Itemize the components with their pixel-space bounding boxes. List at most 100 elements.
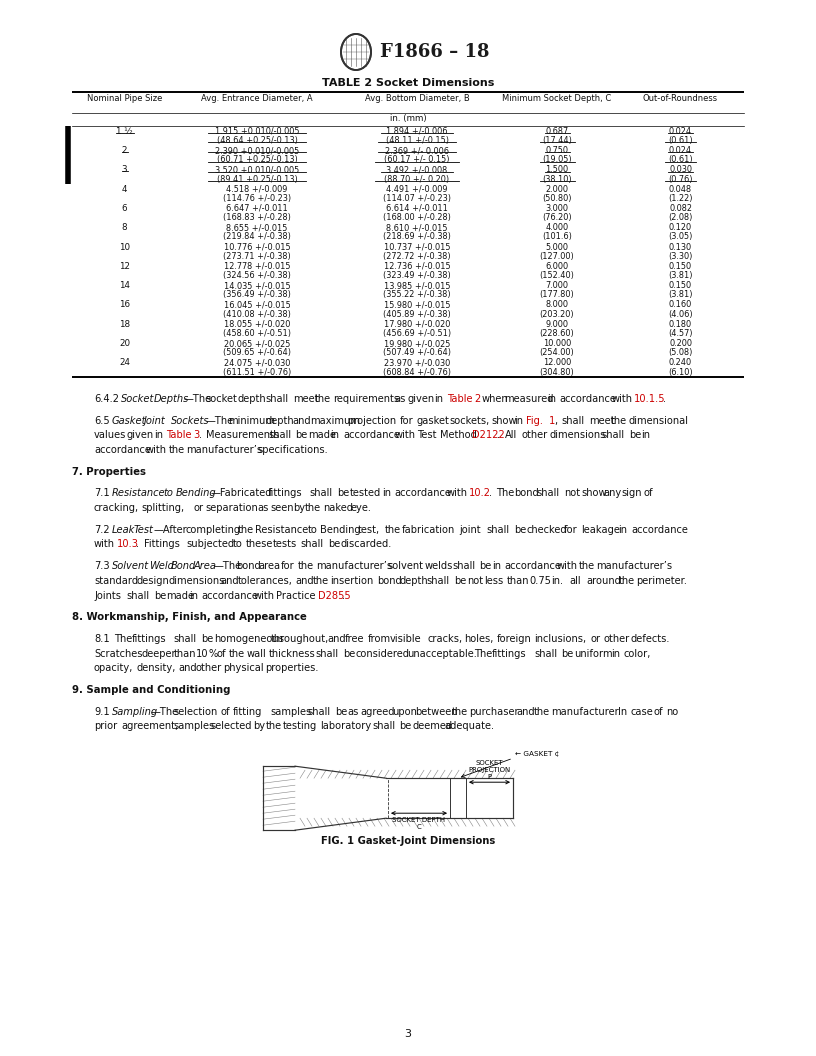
Text: with: with (94, 540, 115, 549)
Text: —The: —The (206, 416, 234, 426)
Text: laboratory: laboratory (320, 721, 371, 732)
Text: 8.000: 8.000 (546, 301, 569, 309)
Text: (168.00 +/-0.28): (168.00 +/-0.28) (383, 213, 451, 222)
Text: the: the (315, 394, 331, 403)
Text: minimum: minimum (228, 416, 275, 426)
Text: with: with (611, 394, 632, 403)
Text: shall: shall (534, 648, 557, 659)
Text: physical: physical (224, 663, 264, 674)
Text: as: as (394, 394, 406, 403)
Text: shall: shall (300, 540, 323, 549)
Text: The: The (114, 634, 132, 644)
Text: shall: shall (268, 430, 291, 440)
Text: (355.22 +/-0.38): (355.22 +/-0.38) (384, 290, 450, 300)
Text: 0.750: 0.750 (546, 146, 569, 155)
Text: 3: 3 (193, 430, 200, 440)
Text: Resistance: Resistance (112, 488, 165, 498)
Text: with: with (146, 445, 167, 455)
Text: 6.5: 6.5 (94, 416, 109, 426)
Text: testing: testing (283, 721, 317, 732)
Text: D2855: D2855 (318, 590, 351, 601)
Text: subjected: subjected (186, 540, 234, 549)
Text: 0.150: 0.150 (669, 281, 692, 290)
Text: 0.687: 0.687 (545, 127, 569, 136)
Text: and: and (179, 663, 197, 674)
Text: 0.048: 0.048 (669, 185, 692, 193)
Text: shall: shall (486, 525, 510, 534)
Text: area: area (258, 561, 281, 571)
Text: in: in (611, 648, 620, 659)
Text: 0.082: 0.082 (669, 204, 692, 213)
Text: cracking,: cracking, (94, 503, 139, 513)
Text: (608.84 +/-0.76): (608.84 +/-0.76) (383, 367, 451, 377)
Text: 0.030: 0.030 (669, 166, 692, 174)
Text: 4.491 +/-0.009: 4.491 +/-0.009 (386, 185, 448, 193)
Text: accordance: accordance (504, 561, 561, 571)
Text: (323.49 +/-0.38): (323.49 +/-0.38) (384, 271, 451, 280)
Text: Out-of-Roundness: Out-of-Roundness (643, 94, 718, 103)
Text: Fig.: Fig. (526, 416, 543, 426)
Text: accordance: accordance (343, 430, 400, 440)
Text: (324.56 +/-0.38): (324.56 +/-0.38) (223, 271, 291, 280)
Text: with: with (395, 430, 416, 440)
Text: 13.985 +/-0.015: 13.985 +/-0.015 (384, 281, 450, 290)
Text: 9.000: 9.000 (546, 320, 569, 328)
Text: 10.737 +/-0.015: 10.737 +/-0.015 (384, 243, 450, 251)
Text: .: . (198, 430, 202, 440)
Text: for: for (400, 416, 413, 426)
Text: the: the (619, 576, 635, 586)
Text: 12.000: 12.000 (543, 358, 571, 367)
Text: no: no (666, 706, 678, 717)
Text: of: of (220, 706, 230, 717)
Text: Scratches: Scratches (94, 648, 143, 659)
Text: (89.41 +0.25/-0.13): (89.41 +0.25/-0.13) (216, 174, 297, 184)
Text: in: in (382, 488, 391, 498)
Text: FIG. 1 Gasket-Joint Dimensions: FIG. 1 Gasket-Joint Dimensions (321, 836, 495, 846)
Text: splitting,: splitting, (141, 503, 184, 513)
Text: density,: density, (136, 663, 175, 674)
Text: samples: samples (270, 706, 312, 717)
Text: less: less (484, 576, 503, 586)
Text: bond: bond (377, 576, 401, 586)
Text: (304.80): (304.80) (539, 367, 574, 377)
Text: .: . (136, 540, 140, 549)
Text: the: the (298, 561, 314, 571)
Text: 14: 14 (119, 281, 130, 290)
Text: or: or (591, 634, 601, 644)
Text: 16: 16 (119, 301, 130, 309)
Text: dimensions: dimensions (549, 430, 605, 440)
Text: be: be (455, 576, 467, 586)
Text: deemed: deemed (412, 721, 452, 732)
Text: 7.000: 7.000 (546, 281, 569, 290)
Text: (356.49 +/-0.38): (356.49 +/-0.38) (223, 290, 291, 300)
Text: (168.83 +/-0.28): (168.83 +/-0.28) (223, 213, 291, 222)
Text: (507.49 +/-0.64): (507.49 +/-0.64) (383, 348, 451, 357)
Text: these: these (246, 540, 273, 549)
Text: maximum: maximum (310, 416, 360, 426)
Text: projection: projection (348, 416, 397, 426)
Text: 3.492 +/-0.008: 3.492 +/-0.008 (386, 166, 448, 174)
Text: 3.520 +0.010/-0.005: 3.520 +0.010/-0.005 (215, 166, 299, 174)
Text: completing: completing (186, 525, 241, 534)
Text: 15.980 +/-0.015: 15.980 +/-0.015 (384, 301, 450, 309)
Text: to: to (308, 525, 317, 534)
Text: 3: 3 (122, 166, 127, 174)
Text: 0.160: 0.160 (669, 301, 692, 309)
Text: 6.4.2: 6.4.2 (94, 394, 119, 403)
Text: %: % (208, 648, 218, 659)
Text: 9.1: 9.1 (94, 706, 109, 717)
Text: tests: tests (273, 540, 297, 549)
Text: by: by (293, 503, 305, 513)
Text: 2: 2 (474, 394, 481, 403)
Text: Method: Method (440, 430, 477, 440)
Text: (6.10): (6.10) (668, 367, 693, 377)
Text: the: the (452, 706, 468, 717)
Text: any: any (604, 488, 622, 498)
Text: 16.045 +/-0.015: 16.045 +/-0.015 (224, 301, 290, 309)
Text: measured: measured (504, 394, 554, 403)
Text: not: not (467, 576, 483, 586)
Text: leakage: leakage (581, 525, 620, 534)
Text: show: show (491, 416, 517, 426)
Text: color,: color, (623, 648, 651, 659)
Text: shall: shall (310, 488, 333, 498)
